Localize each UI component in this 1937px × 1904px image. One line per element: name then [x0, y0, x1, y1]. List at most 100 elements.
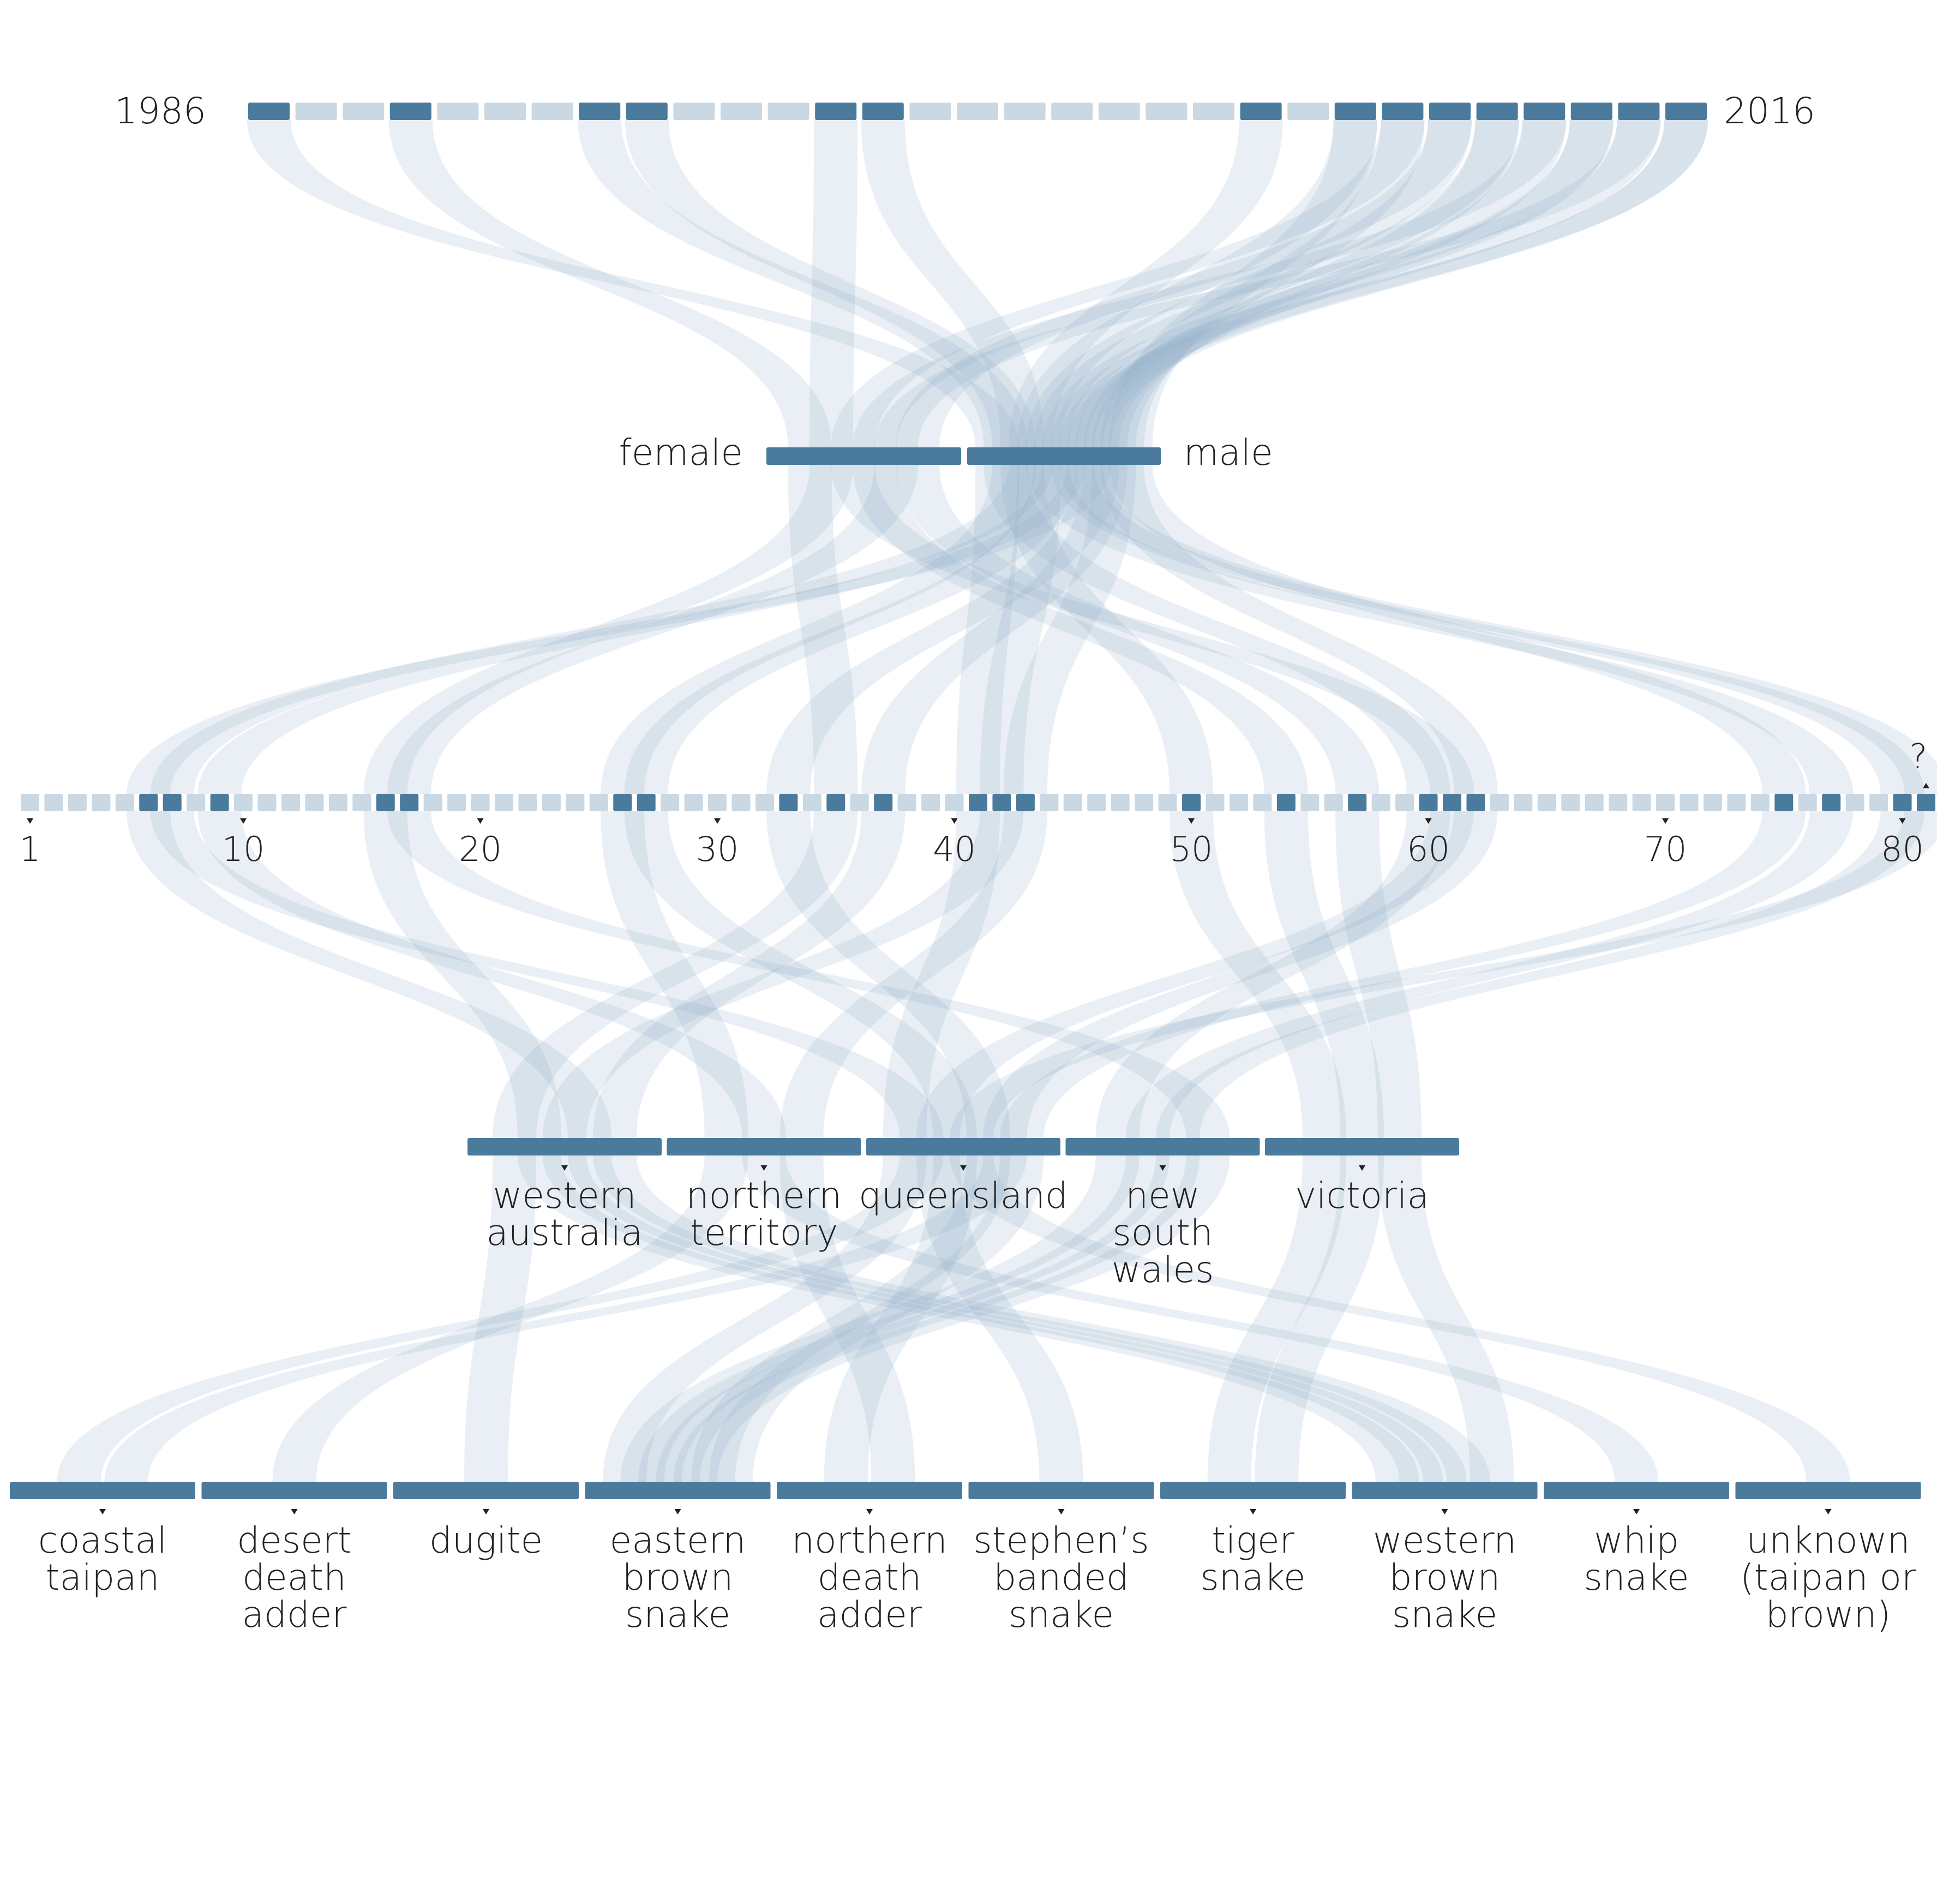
age-segment-80[interactable]	[1893, 794, 1912, 811]
age-segment-68[interactable]	[1609, 794, 1628, 811]
year-segment-2016[interactable]	[1665, 103, 1707, 120]
age-segment-10[interactable]	[234, 794, 253, 811]
age-segment-28[interactable]	[661, 794, 680, 811]
age-segment-63[interactable]	[1490, 794, 1509, 811]
age-segment-57[interactable]	[1348, 794, 1367, 811]
age-segment-46[interactable]	[1087, 794, 1106, 811]
age-segment-64[interactable]	[1514, 794, 1533, 811]
age-segment-30[interactable]	[708, 794, 727, 811]
age-segment-20[interactable]	[471, 794, 490, 811]
year-segment-1988[interactable]	[343, 103, 385, 120]
age-segment-70[interactable]	[1656, 794, 1675, 811]
age-segment-62[interactable]	[1466, 794, 1485, 811]
year-segment-1991[interactable]	[484, 103, 526, 120]
age-segment-41[interactable]	[969, 794, 987, 811]
age-segment-79[interactable]	[1869, 794, 1888, 811]
year-segment-1990[interactable]	[437, 103, 479, 120]
year-segment-2007[interactable]	[1240, 103, 1282, 120]
age-segment-21[interactable]	[495, 794, 513, 811]
age-segment-31[interactable]	[731, 794, 751, 811]
age-segment-22[interactable]	[518, 794, 537, 811]
age-segment-13[interactable]	[305, 794, 324, 811]
year-segment-1997[interactable]	[767, 103, 809, 120]
age-segment-43[interactable]	[1016, 794, 1035, 811]
year-segment-2011[interactable]	[1429, 103, 1471, 120]
age-segment-47[interactable]	[1111, 794, 1130, 811]
age-segment-unknown[interactable]	[1917, 794, 1935, 811]
year-segment-1987[interactable]	[295, 103, 337, 120]
year-segment-2015[interactable]	[1618, 103, 1660, 120]
year-segment-2000[interactable]	[909, 103, 951, 120]
age-segment-18[interactable]	[423, 794, 442, 811]
year-segment-2013[interactable]	[1524, 103, 1566, 120]
age-segment-25[interactable]	[589, 794, 608, 811]
age-segment-27[interactable]	[637, 794, 656, 811]
snake-bar-western_brown[interactable]	[1352, 1482, 1538, 1499]
snake-bar-unknown[interactable]	[1735, 1482, 1921, 1499]
age-segment-60[interactable]	[1419, 794, 1438, 811]
age-segment-61[interactable]	[1443, 794, 1461, 811]
snake-bar-northern_death_adder[interactable]	[777, 1482, 962, 1499]
age-segment-15[interactable]	[352, 794, 371, 811]
age-segment-72[interactable]	[1703, 794, 1722, 811]
age-segment-54[interactable]	[1276, 794, 1296, 811]
age-segment-52[interactable]	[1229, 794, 1248, 811]
age-segment-19[interactable]	[447, 794, 466, 811]
age-segment-50[interactable]	[1182, 794, 1201, 811]
age-segment-7[interactable]	[163, 794, 182, 811]
year-segment-2005[interactable]	[1146, 103, 1188, 120]
year-segment-2003[interactable]	[1051, 103, 1093, 120]
age-segment-2[interactable]	[44, 794, 63, 811]
age-segment-74[interactable]	[1750, 794, 1770, 811]
state-bar-nsw[interactable]	[1065, 1138, 1260, 1155]
age-segment-39[interactable]	[921, 794, 940, 811]
age-segment-51[interactable]	[1206, 794, 1225, 811]
snake-bar-whip[interactable]	[1544, 1482, 1729, 1499]
age-segment-34[interactable]	[802, 794, 821, 811]
age-segment-9[interactable]	[210, 794, 229, 811]
age-segment-5[interactable]	[115, 794, 134, 811]
age-segment-73[interactable]	[1727, 794, 1746, 811]
year-segment-2001[interactable]	[957, 103, 998, 120]
age-segment-58[interactable]	[1371, 794, 1390, 811]
age-segment-66[interactable]	[1561, 794, 1580, 811]
year-segment-2002[interactable]	[1004, 103, 1046, 120]
sex-bar-female[interactable]	[766, 447, 961, 465]
year-segment-2010[interactable]	[1382, 103, 1424, 120]
year-segment-2014[interactable]	[1570, 103, 1612, 120]
age-segment-23[interactable]	[542, 794, 561, 811]
year-segment-1999[interactable]	[862, 103, 904, 120]
age-segment-11[interactable]	[257, 794, 277, 811]
state-bar-qld[interactable]	[866, 1138, 1060, 1155]
age-segment-36[interactable]	[850, 794, 869, 811]
age-segment-65[interactable]	[1537, 794, 1556, 811]
age-segment-14[interactable]	[328, 794, 347, 811]
age-segment-8[interactable]	[187, 794, 206, 811]
sex-bar-male[interactable]	[967, 447, 1161, 465]
age-segment-55[interactable]	[1300, 794, 1320, 811]
snake-bar-tiger[interactable]	[1160, 1482, 1346, 1499]
age-segment-69[interactable]	[1632, 794, 1651, 811]
age-segment-53[interactable]	[1253, 794, 1272, 811]
year-segment-2006[interactable]	[1193, 103, 1234, 120]
age-segment-42[interactable]	[992, 794, 1011, 811]
age-segment-12[interactable]	[281, 794, 300, 811]
year-segment-1998[interactable]	[815, 103, 857, 120]
year-segment-2004[interactable]	[1098, 103, 1140, 120]
year-segment-1995[interactable]	[673, 103, 715, 120]
age-segment-33[interactable]	[779, 794, 798, 811]
age-segment-24[interactable]	[566, 794, 585, 811]
age-segment-56[interactable]	[1324, 794, 1343, 811]
year-segment-1992[interactable]	[531, 103, 573, 120]
age-segment-3[interactable]	[68, 794, 87, 811]
age-segment-40[interactable]	[945, 794, 964, 811]
age-segment-59[interactable]	[1395, 794, 1414, 811]
age-segment-32[interactable]	[755, 794, 774, 811]
age-segment-76[interactable]	[1798, 794, 1817, 811]
state-bar-vic[interactable]	[1265, 1138, 1459, 1155]
year-segment-1989[interactable]	[389, 103, 431, 120]
age-segment-45[interactable]	[1063, 794, 1082, 811]
snake-bar-desert_death_adder[interactable]	[201, 1482, 387, 1499]
age-segment-4[interactable]	[92, 794, 111, 811]
age-segment-35[interactable]	[826, 794, 845, 811]
